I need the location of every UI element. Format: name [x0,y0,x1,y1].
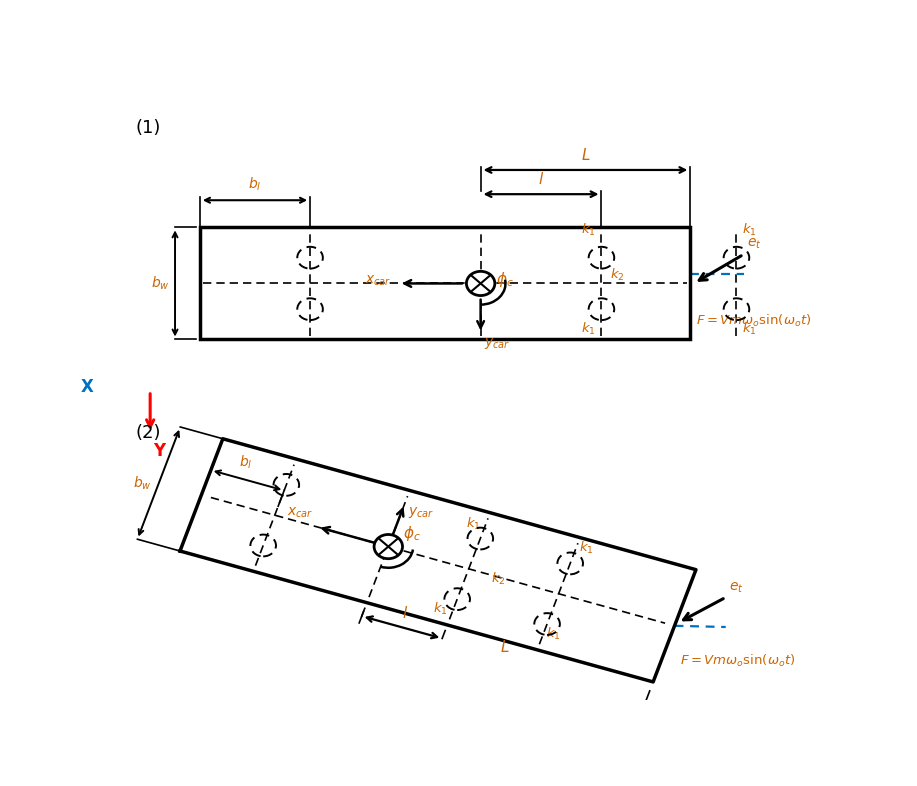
Bar [200,227,691,340]
Text: $k_1$: $k_1$ [581,222,596,238]
Text: $k_2$: $k_2$ [492,571,506,587]
Text: $\phi_c$: $\phi_c$ [403,523,420,543]
Text: $\phi_c$: $\phi_c$ [496,270,514,289]
Text: $k_1$: $k_1$ [742,222,757,238]
Text: $k_1$: $k_1$ [580,540,594,556]
Text: X: X [81,377,94,395]
Text: $y_{car}$: $y_{car}$ [484,336,511,351]
Text: $F=Vm\omega_o\sin(\omega_o t)$: $F=Vm\omega_o\sin(\omega_o t)$ [696,313,812,329]
Text: $k_1$: $k_1$ [546,626,560,641]
Text: $b_l$: $b_l$ [238,454,252,471]
Text: (1): (1) [136,119,161,137]
Text: $L$: $L$ [580,147,591,163]
Text: $k_1$: $k_1$ [433,601,447,617]
Text: $x_{car}$: $x_{car}$ [365,274,392,288]
Text: $e_t$: $e_t$ [747,237,762,252]
Text: $l$: $l$ [402,605,408,621]
Text: $e_t$: $e_t$ [729,581,744,595]
Circle shape [374,534,403,559]
Text: Y: Y [153,443,165,461]
Text: $k_2$: $k_2$ [610,266,624,283]
Text: $L$: $L$ [501,639,510,656]
Text: $x_{car}$: $x_{car}$ [287,505,314,520]
Text: $l$: $l$ [538,171,544,187]
Text: $y_{car}$: $y_{car}$ [408,505,435,520]
Text: (2): (2) [136,424,161,443]
Text: $k_1$: $k_1$ [742,321,757,337]
Text: $k_1$: $k_1$ [466,516,481,531]
Text: $b_w$: $b_w$ [150,275,170,292]
Text: $F=Vm\omega_o\sin(\omega_o t)$: $F=Vm\omega_o\sin(\omega_o t)$ [680,653,796,669]
Text: $k_1$: $k_1$ [581,321,596,337]
Text: $b_l$: $b_l$ [249,175,261,193]
Circle shape [467,271,495,296]
Text: $b_w$: $b_w$ [133,475,151,492]
